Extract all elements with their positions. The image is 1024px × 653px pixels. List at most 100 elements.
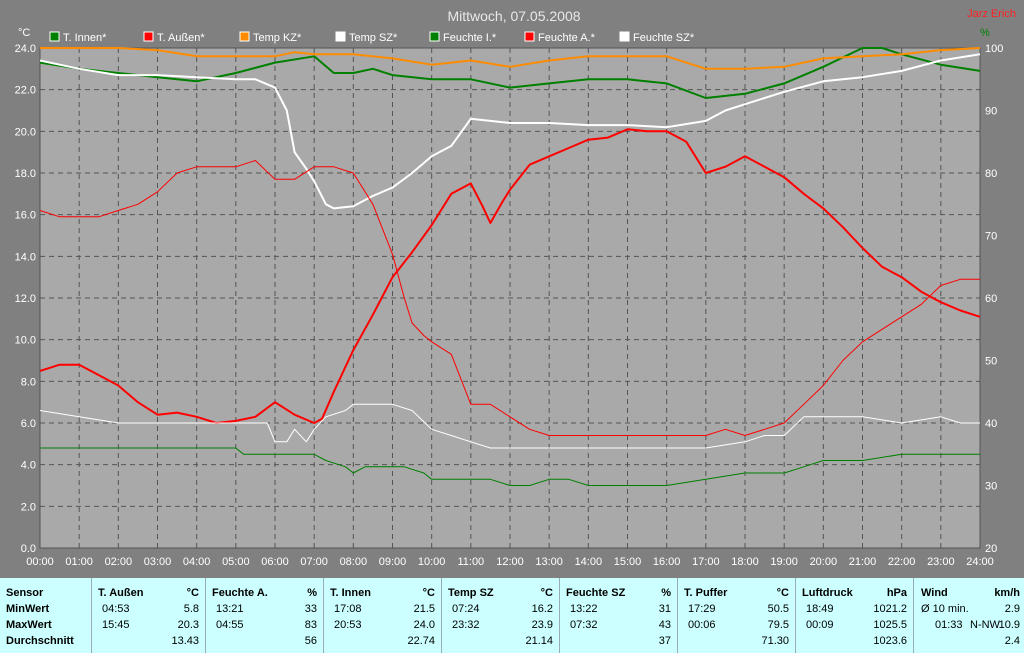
series-layer	[39, 47, 981, 486]
stat-unit: %	[307, 587, 317, 599]
x-tick-label: 23:00	[927, 556, 955, 568]
x-tick-label: 06:00	[261, 556, 289, 568]
legend-swatch	[49, 31, 60, 42]
y-right-tick-label: 30	[985, 481, 997, 493]
stat-max-value: 79.5	[767, 619, 789, 631]
stat-unit: °C	[540, 587, 553, 599]
y-left-tick-label: 2.0	[21, 501, 36, 513]
y-left-tick-label: 8.0	[21, 376, 36, 388]
stat-max-value: 83	[304, 619, 317, 631]
stats-col: Temp SZ °C 07:24 16.2 23:32 23.9 21.14	[442, 578, 560, 653]
legend: T. Innen* T. Außen* Temp KZ* Temp SZ* Feucht…	[49, 31, 695, 44]
stats-col: T. Außen °C 04:53 5.8 15:45 20.3 13.43	[92, 578, 206, 653]
stats-col-wind: Wind km/h Ø 10 min. 2.9 01:33 N-NW 10.9 …	[915, 578, 1024, 653]
x-tick-label: 19:00	[770, 556, 798, 568]
stat-max-value: 24.0	[413, 619, 435, 631]
stat-avg-value: 56	[304, 635, 317, 647]
row-label-sensor: Sensor	[6, 587, 44, 599]
stats-col: T. Innen °C 17:08 21.5 20:53 24.0 22.74	[324, 578, 442, 653]
y-left-tick-label: 12.0	[15, 293, 36, 305]
stat-min-value: 1021.2	[873, 603, 907, 615]
wind-max-value: 10.9	[998, 619, 1020, 631]
y-right-tick-label: 70	[985, 231, 997, 243]
stat-max-time: 23:32	[452, 619, 480, 631]
y-left-tick-label: 16.0	[15, 210, 36, 222]
x-tick-label: 22:00	[888, 556, 916, 568]
stat-min-time: 17:08	[334, 603, 362, 615]
y-left-tick-label: 24.0	[15, 43, 36, 55]
x-tick-label: 08:00	[340, 556, 368, 568]
stat-max-value: 20.3	[177, 619, 199, 631]
y-left-tick-label: 18.0	[15, 168, 36, 180]
legend-label: T. Außen*	[157, 32, 205, 44]
wind-unit: km/h	[994, 587, 1020, 599]
stat-name: Temp SZ	[448, 587, 494, 599]
legend-label: Feuchte SZ*	[633, 32, 695, 44]
x-tick-label: 20:00	[810, 556, 838, 568]
stat-max-value: 1025.5	[873, 619, 907, 631]
y-left-tick-label: 4.0	[21, 460, 36, 472]
stat-min-time: 13:22	[570, 603, 598, 615]
stat-unit: °C	[422, 587, 435, 599]
stat-unit: %	[661, 587, 671, 599]
x-tick-label: 07:00	[300, 556, 328, 568]
x-tick-label: 12:00	[496, 556, 524, 568]
author-label: Jarz Erich	[967, 8, 1016, 20]
x-tick-label: 02:00	[105, 556, 133, 568]
stat-min-value: 50.5	[767, 603, 789, 615]
stat-avg-value: 37	[658, 635, 671, 647]
y-right-tick-label: 60	[985, 293, 997, 305]
stat-avg-value: 22.74	[407, 635, 435, 647]
stats-panel: Sensor MinWert MaxWert Durchschnitt T. A…	[0, 578, 1024, 653]
stats-row-labels: Sensor MinWert MaxWert Durchschnitt	[0, 578, 92, 653]
stat-max-time: 07:32	[570, 619, 598, 631]
weather-chart: 00:00 01:00 02:00 03:00 04:00 05:00 06:00 07:00…	[15, 8, 1016, 568]
series-line-5	[39, 160, 980, 436]
y-left-tick-label: 10.0	[15, 335, 36, 347]
x-tick-label: 21:00	[849, 556, 877, 568]
stat-min-time: 13:21	[216, 603, 244, 615]
x-tick-label: 17:00	[692, 556, 720, 568]
row-label-avg: Durchschnitt	[6, 635, 74, 647]
y-right-tick-label: 40	[985, 418, 997, 430]
stat-max-value: 23.9	[531, 619, 553, 631]
x-tick-label: 13:00	[535, 556, 563, 568]
y-left-tick-label: 14.0	[15, 251, 36, 263]
legend-swatch	[524, 31, 535, 42]
stat-name: T. Innen	[330, 587, 371, 599]
stat-max-time: 00:06	[688, 619, 716, 631]
stats-col: Feuchte A.% 13:21 33 04:55 83 56	[206, 578, 324, 653]
legend-label: T. Innen*	[63, 32, 107, 44]
x-tick-label: 16:00	[653, 556, 681, 568]
series-line-6	[39, 403, 980, 449]
x-tick-label: 10:00	[418, 556, 446, 568]
stat-min-value: 33	[304, 603, 317, 615]
stat-unit: hPa	[886, 587, 907, 599]
series-line-2	[40, 47, 981, 70]
stat-max-time: 04:55	[216, 619, 244, 631]
y-right-tick-label: 100	[985, 43, 1003, 55]
x-tick-label: 00:00	[26, 556, 54, 568]
x-tick-label: 05:00	[222, 556, 250, 568]
x-tick-label: 01:00	[65, 556, 93, 568]
x-tick-label: 09:00	[379, 556, 407, 568]
stat-name: T. Puffer	[684, 587, 728, 599]
legend-swatch	[335, 31, 346, 42]
legend-swatch	[619, 31, 630, 42]
y-left-tick-label: 0.0	[21, 543, 36, 555]
stat-name: Feuchte A.	[212, 587, 268, 599]
left-axis-unit: °C	[18, 27, 30, 39]
axes-layer: 00:00 01:00 02:00 03:00 04:00 05:00 06:00 07:00…	[15, 43, 1004, 568]
y-left-tick-label: 6.0	[21, 418, 36, 430]
stat-avg-value: 71.30	[761, 635, 789, 647]
x-tick-label: 11:00	[457, 556, 484, 568]
legend-label: Temp SZ*	[349, 32, 398, 44]
legend-swatch	[239, 31, 250, 42]
legend-label: Feuchte I.*	[443, 32, 497, 44]
legend-label: Temp KZ*	[253, 32, 302, 44]
stat-name: T. Außen	[98, 587, 144, 599]
stats-col: Luftdruck hPa 18:49 1021.2 00:09 1025.5 1023.6	[796, 578, 914, 653]
stat-name: Feuchte SZ	[566, 587, 626, 599]
stat-min-value: 31	[658, 603, 671, 615]
x-tick-label: 14:00	[575, 556, 603, 568]
